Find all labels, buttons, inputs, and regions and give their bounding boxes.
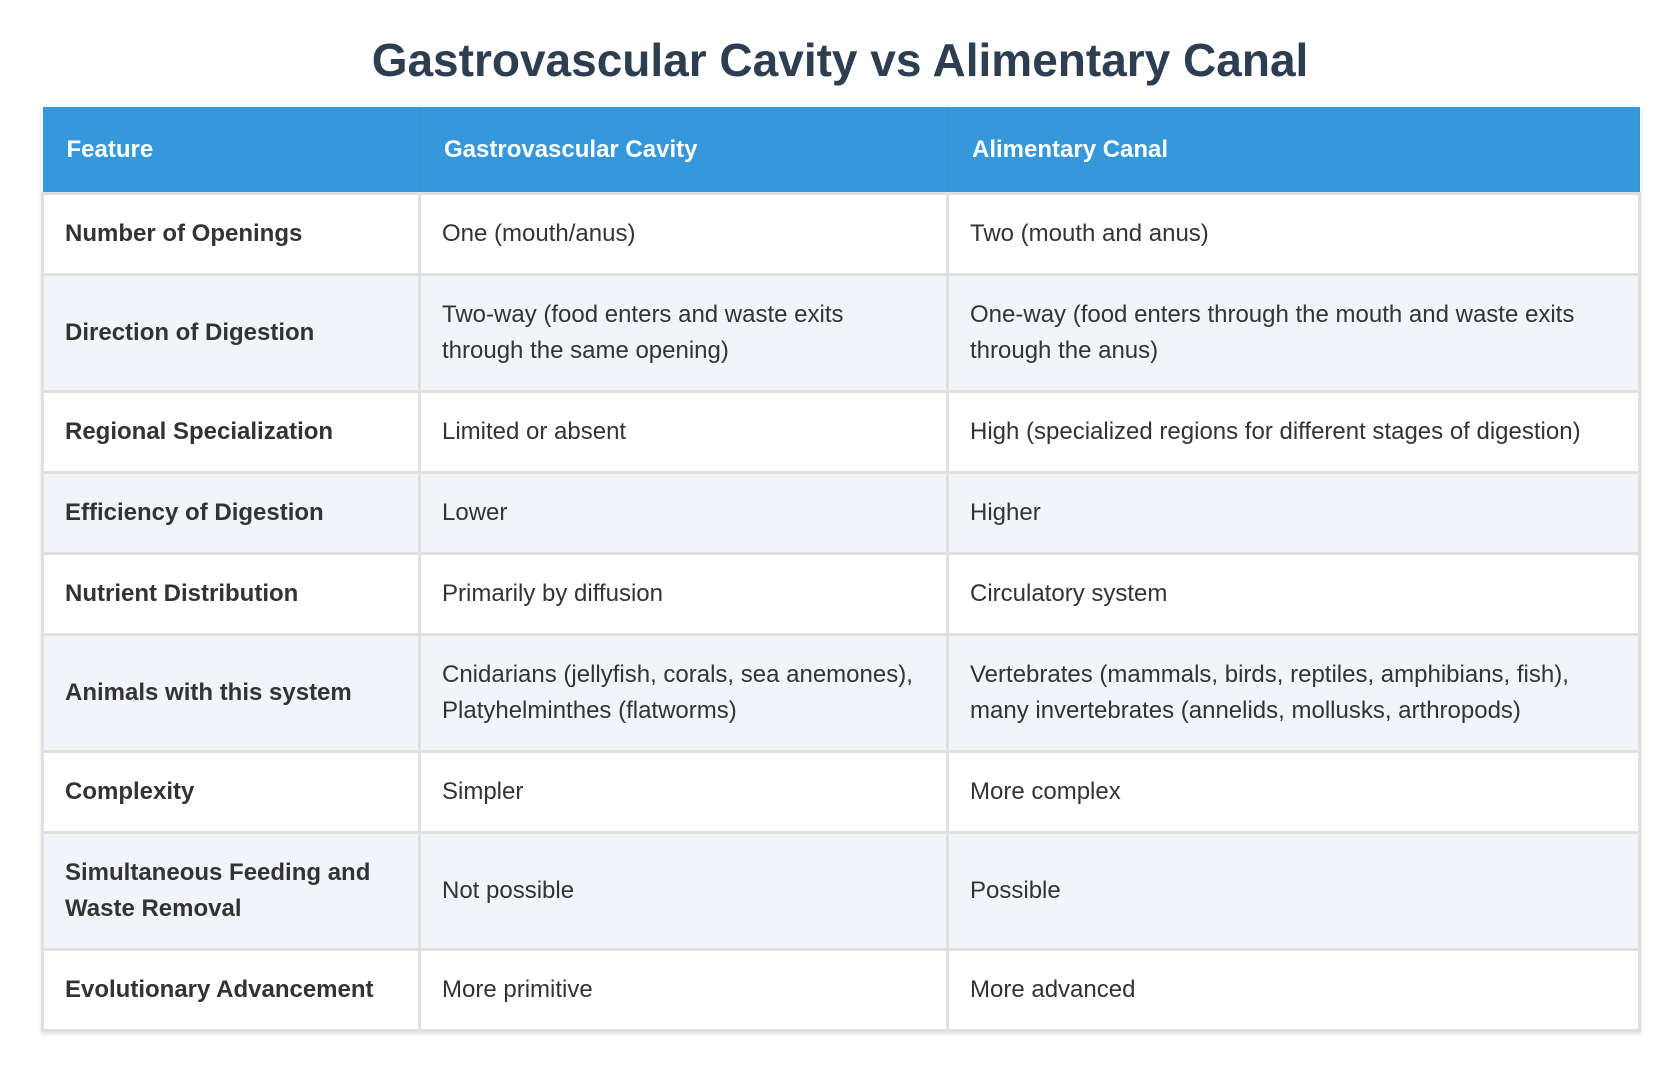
table-cell: Vertebrates (mammals, birds, reptiles, a… bbox=[946, 633, 1641, 753]
table-row: Animals with this system Cnidarians (jell… bbox=[41, 633, 1641, 753]
table-cell: Lower bbox=[418, 471, 949, 555]
table-row: Evolutionary Advancement More primitive Mo… bbox=[41, 948, 1641, 1032]
table-row: Regional Specialization Limited or absent… bbox=[41, 390, 1641, 474]
comparison-table: Feature Gastrovascular Cavity Alimentary C… bbox=[41, 107, 1641, 1032]
table-row: Efficiency of Digestion Lower Higher bbox=[41, 471, 1641, 555]
table-row: Number of Openings One (mouth/anus) Two (m… bbox=[41, 192, 1641, 276]
feature-cell: Complexity bbox=[41, 750, 421, 834]
column-header: Feature bbox=[42, 107, 420, 194]
table-row: Direction of Digestion Two-way (food ente… bbox=[41, 273, 1641, 393]
table-cell: Cnidarians (jellyfish, corals, sea anemo… bbox=[418, 633, 949, 753]
table-cell: One (mouth/anus) bbox=[418, 192, 949, 276]
table-row: Simultaneous Feeding and Waste Removal No… bbox=[41, 831, 1641, 951]
column-header: Alimentary Canal bbox=[947, 107, 1640, 194]
table-cell: Two-way (food enters and waste exits thr… bbox=[418, 273, 949, 393]
table-cell: More advanced bbox=[946, 948, 1641, 1032]
column-header: Gastrovascular Cavity bbox=[419, 107, 948, 194]
feature-cell: Simultaneous Feeding and Waste Removal bbox=[41, 831, 421, 951]
page-title: Gastrovascular Cavity vs Alimentary Cana… bbox=[371, 34, 1309, 86]
table-cell: More primitive bbox=[418, 948, 949, 1032]
feature-cell: Animals with this system bbox=[41, 633, 421, 753]
table-cell: Two (mouth and anus) bbox=[946, 192, 1641, 276]
feature-cell: Efficiency of Digestion bbox=[41, 471, 421, 555]
table-cell: Limited or absent bbox=[418, 390, 949, 474]
feature-cell: Direction of Digestion bbox=[41, 273, 421, 393]
table-row: Complexity Simpler More complex bbox=[41, 750, 1641, 834]
header-row: Feature Gastrovascular Cavity Alimentary C… bbox=[42, 107, 1640, 194]
table-cell: High (specialized regions for different … bbox=[946, 390, 1641, 474]
table-cell: Circulatory system bbox=[946, 552, 1641, 636]
table-cell: More complex bbox=[946, 750, 1641, 834]
table-cell: Possible bbox=[946, 831, 1641, 951]
table-row: Nutrient Distribution Primarily by diffus… bbox=[41, 552, 1641, 636]
table-cell: One-way (food enters through the mouth a… bbox=[946, 273, 1641, 393]
table-cell: Not possible bbox=[418, 831, 949, 951]
table-cell: Primarily by diffusion bbox=[418, 552, 949, 636]
feature-cell: Nutrient Distribution bbox=[41, 552, 421, 636]
feature-cell: Number of Openings bbox=[41, 192, 421, 276]
feature-cell: Evolutionary Advancement bbox=[41, 948, 421, 1032]
table-cell: Simpler bbox=[418, 750, 949, 834]
feature-cell: Regional Specialization bbox=[41, 390, 421, 474]
table-cell: Higher bbox=[946, 471, 1641, 555]
